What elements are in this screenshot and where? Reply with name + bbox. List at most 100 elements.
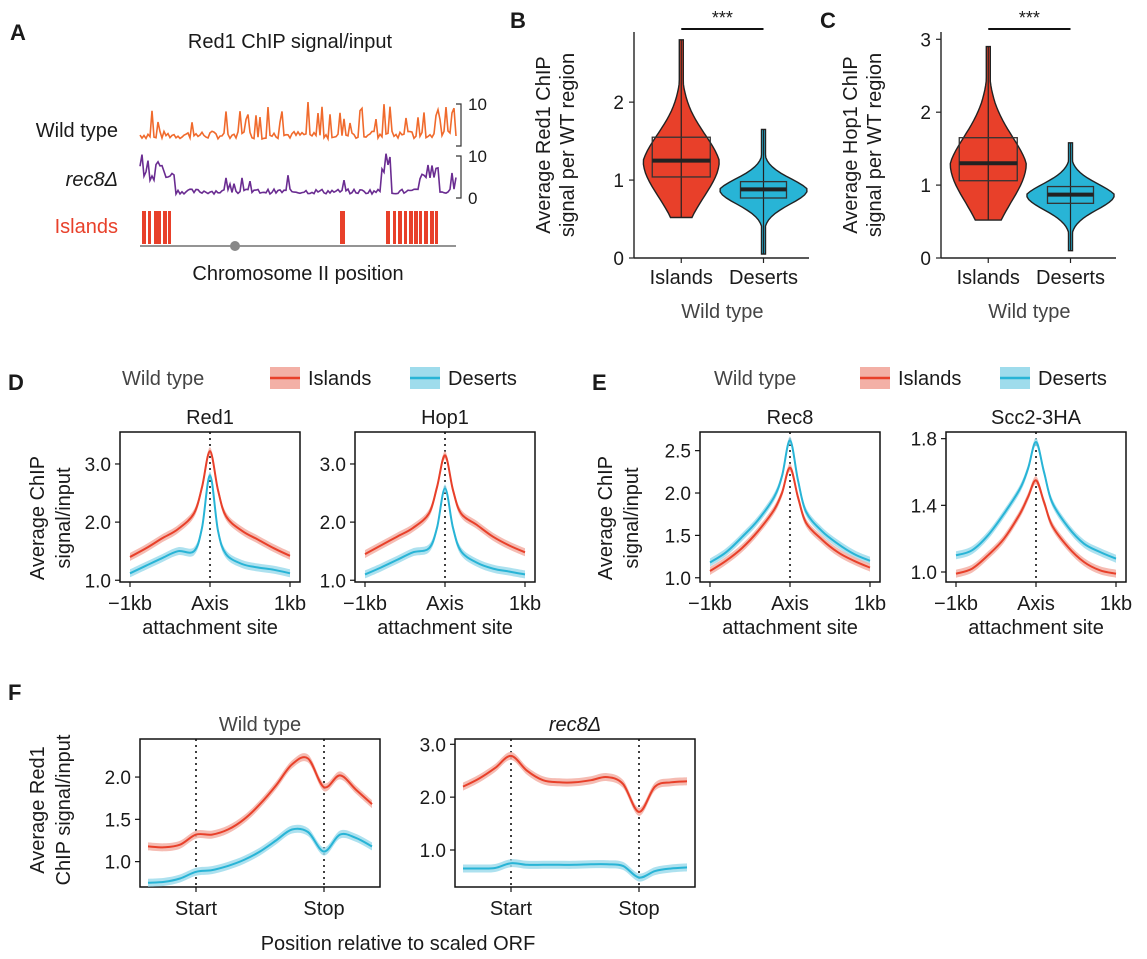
x-tick-label: Axis: [426, 593, 464, 615]
wild-type-track: [139, 102, 457, 142]
plot-title: Rec8: [767, 407, 814, 429]
x-axis-label: Wild type: [681, 301, 763, 323]
series-line-islands: [709, 466, 871, 572]
category-label: Deserts: [1036, 267, 1105, 289]
ci-band-islands: [130, 447, 290, 561]
panel-letter-c: C: [820, 8, 836, 33]
x-tick-label: 1kb: [854, 593, 886, 615]
panel-letter-e: E: [592, 370, 607, 395]
island-bar: [409, 211, 413, 244]
scale-label-rec8-top: 10: [468, 147, 487, 166]
series-line-islands: [129, 450, 291, 558]
panel-a-title: Red1 ChIP signal/input: [188, 31, 393, 53]
centromere-dot: [230, 241, 240, 251]
island-bars: [142, 211, 438, 244]
y-tick-label: 1.0: [911, 563, 937, 584]
y-tick-label: 2: [613, 93, 624, 114]
box-islands: [651, 136, 711, 178]
x-tick-label: Stop: [618, 898, 659, 920]
plot-title: rec8Δ: [549, 714, 601, 736]
panel-d-labels: Average ChIP signal/input: [27, 456, 75, 580]
x-tick-label: −1kb: [108, 593, 152, 615]
series-line-islands: [147, 756, 373, 849]
legend-e: Wild type Islands Deserts: [714, 367, 1107, 390]
series-line-deserts: [129, 474, 291, 575]
plot-frame: [139, 738, 381, 888]
y-tick-label: 1: [920, 176, 931, 197]
panel-e-labels: Average ChIP signal/input: [595, 456, 643, 580]
y-axis-label-line-2: signal per WT region: [864, 53, 886, 237]
panel-letter-a: A: [10, 20, 26, 45]
y-tick-label: 3.0: [85, 455, 111, 476]
ci-band-islands: [956, 476, 1116, 578]
box-islands: [958, 137, 1018, 182]
y-tick-label: 1.4: [911, 496, 938, 517]
plot-title: Red1: [186, 407, 234, 429]
y-tick-label: 2.0: [85, 513, 111, 534]
line-panel-f-wt: Wild type 1.0 1.5 2.0 Start Stop: [105, 714, 381, 920]
series-line-deserts: [709, 439, 871, 564]
y-tick-label: 1.8: [911, 430, 937, 451]
x-tick-label: 1kb: [1100, 593, 1132, 615]
scale-bracket-rec8: [456, 155, 462, 199]
y-tick-label: 0: [613, 249, 624, 270]
panel-c: 0 1 2 3 Islands Deserts *** Wild type Average Ho…: [840, 8, 1116, 323]
panel-letter-b: B: [510, 8, 526, 33]
x-tick-label: 1kb: [274, 593, 306, 615]
scale-label-wt: 10: [468, 95, 487, 114]
x-axis-label: attachment site: [142, 617, 278, 639]
island-bar: [154, 211, 158, 244]
y-tick-label: 1.5: [105, 810, 131, 831]
x-tick-label: −1kb: [343, 593, 387, 615]
x-tick-label: Axis: [771, 593, 809, 615]
ylabel-line-1: Average ChIP: [595, 456, 617, 580]
island-bar: [404, 211, 407, 244]
x-axis-label: Wild type: [988, 301, 1070, 323]
y-tick-label: 2.0: [420, 788, 446, 809]
legend-deserts-label: Deserts: [448, 368, 517, 390]
x-tick-label: Start: [490, 898, 533, 920]
legend-islands-label: Islands: [898, 368, 961, 390]
island-bar: [414, 211, 418, 244]
panel-letter-f: F: [8, 680, 21, 705]
y-axis-label-line-2: signal per WT region: [557, 53, 579, 237]
y-tick-label: 1.0: [320, 571, 346, 592]
series-line-islands: [462, 754, 688, 813]
ci-band-deserts: [130, 471, 290, 578]
row-label-rec8: rec8Δ: [66, 169, 118, 191]
rec8-track: [139, 153, 457, 197]
y-tick-label: 2.0: [320, 513, 346, 534]
ci-band-islands: [148, 753, 372, 852]
ylabel-line-2: signal/input: [621, 467, 643, 569]
row-label-islands: Islands: [55, 216, 118, 238]
y-tick-label: 2.0: [665, 484, 691, 505]
plot-frame: [454, 738, 696, 888]
island-bar: [435, 211, 438, 244]
category-label: Deserts: [729, 267, 798, 289]
y-axis-label-line-1: Average Hop1 ChIP: [840, 56, 862, 234]
island-bar: [386, 211, 390, 244]
line-panel-f-rec8: rec8Δ 1.0 2.0 3.0 Start Stop: [420, 714, 696, 920]
y-tick-label: 3.0: [320, 455, 346, 476]
y-tick-label: 3.0: [420, 735, 446, 756]
y-tick-label: 1: [613, 171, 624, 192]
y-tick-label: 1.0: [665, 569, 691, 590]
series-line-deserts: [147, 827, 373, 884]
plot-title: Scc2-3HA: [991, 407, 1082, 429]
series-line-deserts: [955, 440, 1117, 560]
panel-a-xlabel: Chromosome II position: [192, 263, 403, 285]
significance-stars: ***: [712, 8, 733, 28]
ci-band-islands: [463, 751, 687, 816]
legend-deserts-label: Deserts: [1038, 368, 1107, 390]
x-tick-label: Stop: [303, 898, 344, 920]
island-bar: [393, 211, 396, 244]
island-bar: [163, 211, 167, 244]
ylabel-line-1: Average Red1: [27, 746, 49, 874]
x-tick-label: −1kb: [688, 593, 732, 615]
panel-letter-d: D: [8, 370, 24, 395]
panel-a: Red1 ChIP signal/input Wild type rec8Δ I…: [36, 31, 487, 285]
x-tick-label: 1kb: [509, 593, 541, 615]
x-tick-label: Axis: [191, 593, 229, 615]
